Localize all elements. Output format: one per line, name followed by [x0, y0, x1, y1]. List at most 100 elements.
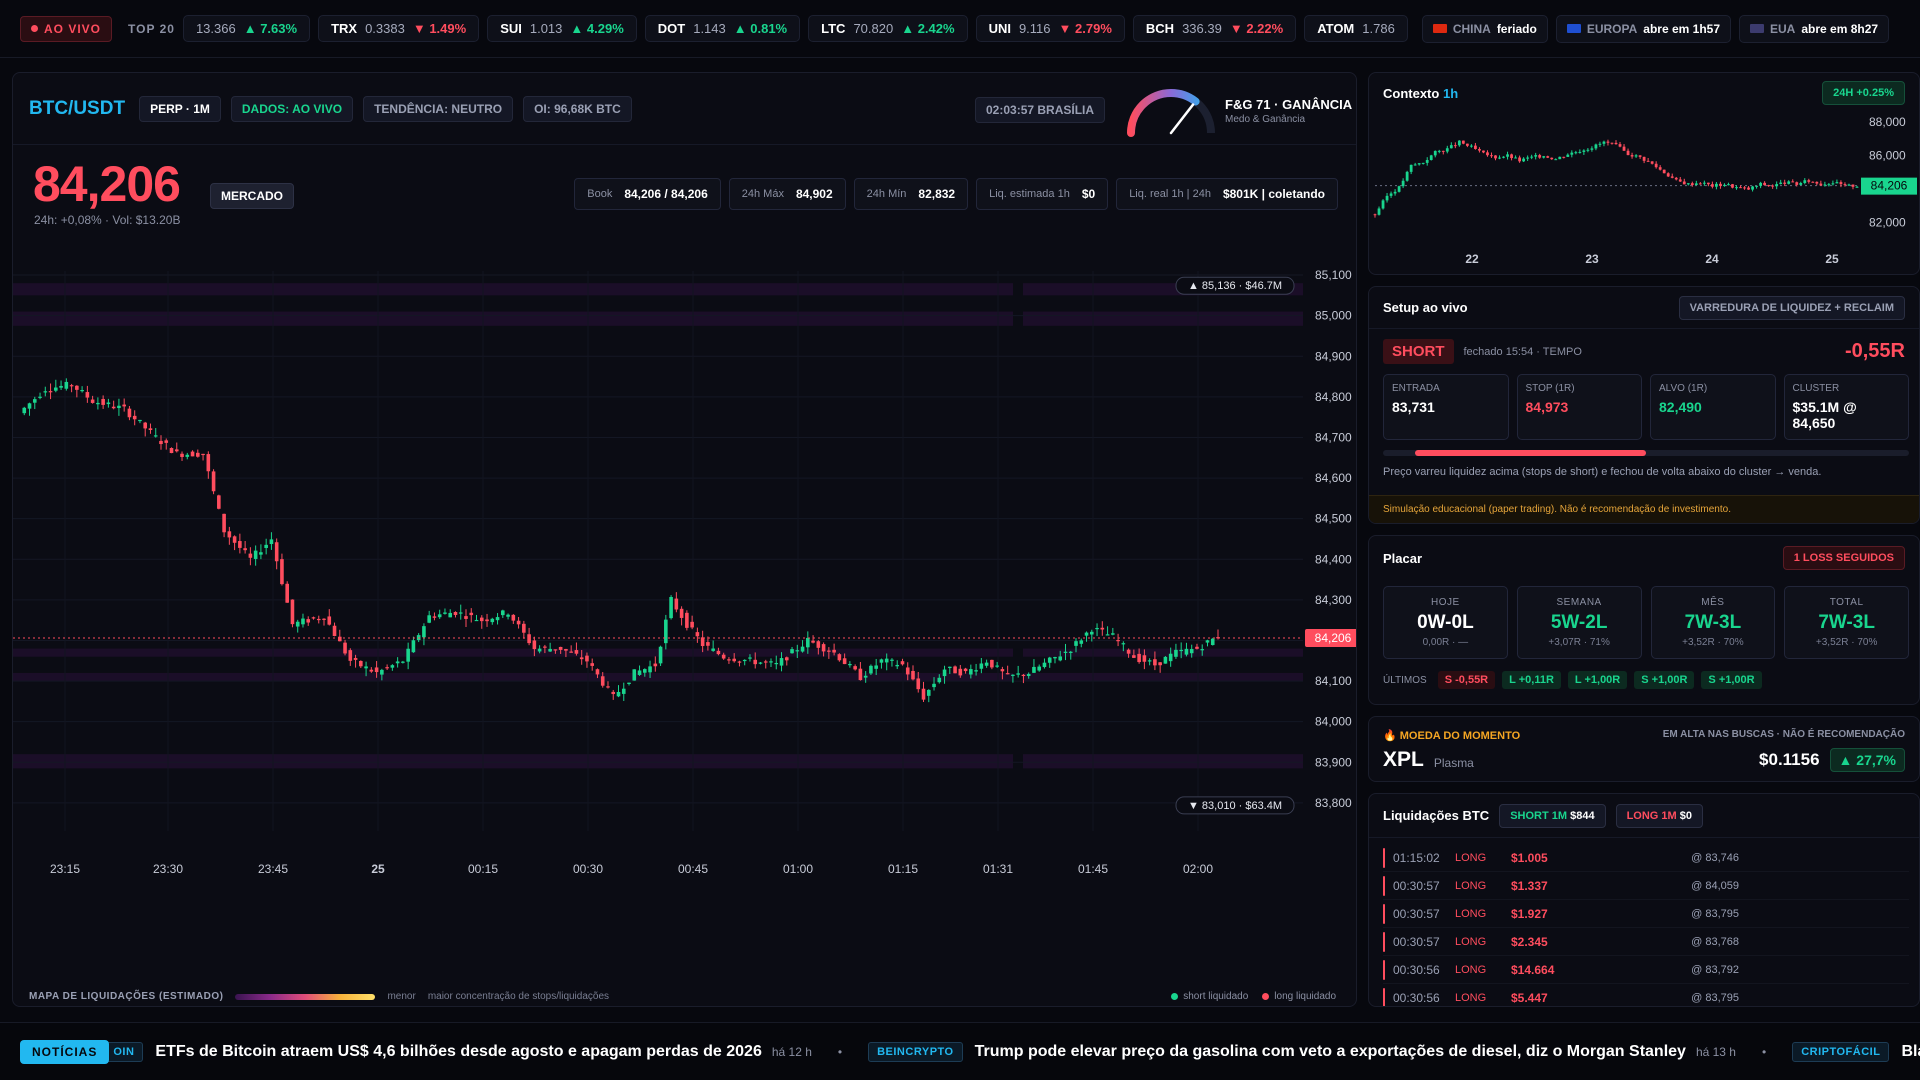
candle-body	[642, 669, 647, 673]
setup-level-label: ALVO (1R)	[1659, 383, 1708, 394]
candle-body	[1200, 649, 1205, 651]
candle-body	[742, 659, 747, 662]
news-source-badge[interactable]: OIN	[105, 1041, 144, 1062]
market-button[interactable]: MERCADO	[210, 183, 294, 209]
liq-row: 00:30:57 LONG $1.927 @ 83,795	[1383, 900, 1909, 928]
candle-body	[159, 440, 163, 445]
candle-body	[711, 648, 715, 651]
candle-body	[942, 669, 947, 677]
score-boxes: HOJE 0W-0L 0,00R · — SEMANA 5W-2L +3,07R · 71…	[1369, 580, 1919, 659]
stat-label: Liq. estimada 1h	[989, 188, 1070, 200]
news-headline[interactable]: BlackRock lid	[1901, 1042, 1920, 1060]
context-candle-body	[1417, 163, 1421, 165]
context-candle-body	[1831, 183, 1835, 185]
fire-icon: 🔥	[1383, 730, 1397, 742]
liq-row: 00:30:56 LONG $14.664 @ 83,792	[1383, 956, 1909, 984]
news-headline[interactable]: Trump pode elevar preço da gasolina com …	[974, 1042, 1686, 1060]
context-candle-body	[1694, 183, 1698, 186]
candle-body	[458, 612, 463, 614]
candle-body	[863, 675, 868, 678]
ticker-price: 336.39	[1182, 21, 1222, 36]
context-candle-body	[1815, 181, 1819, 184]
ticker-item[interactable]: ATOM 1.786	[1304, 15, 1408, 42]
news-source-badge[interactable]: BEINCRYPTO	[868, 1041, 963, 1062]
context-candle-body	[1751, 186, 1754, 190]
context-chart[interactable]: 88,000 86,000 82,000 84,206 22 23 24 25	[1369, 113, 1920, 275]
candle-body	[264, 544, 268, 549]
candle-body	[621, 688, 626, 694]
candle-body	[895, 664, 900, 667]
candle-body	[227, 531, 232, 538]
x-tick-label: 01:45	[1078, 862, 1108, 876]
ticker-item[interactable]: SUI 1.013 ▲ 4.29%	[487, 15, 637, 42]
candle-body	[553, 649, 558, 651]
stat-value: 82,832	[918, 187, 956, 201]
candle-body	[238, 541, 242, 548]
ticker-change: ▲ 0.81%	[734, 21, 787, 36]
candle-body	[206, 454, 211, 472]
context-candle-body	[1847, 184, 1851, 186]
liq-side: LONG	[1455, 991, 1487, 1004]
context-candle-body	[1686, 183, 1690, 185]
candle-body	[295, 621, 300, 627]
candle-body	[637, 670, 642, 675]
candle-chart[interactable]: 85,100 85,000 84,900 84,800 84,700 84,600 84,5…	[13, 241, 1357, 981]
liq-heat-band	[13, 648, 1013, 657]
context-candle-body	[1449, 145, 1453, 149]
candle-body	[779, 658, 784, 666]
loss-streak-pill: 1 LOSS SEGUIDOS	[1782, 546, 1905, 570]
top20-label[interactable]: TOP 20	[128, 21, 175, 36]
candle-body	[879, 659, 884, 663]
candle-body	[401, 661, 405, 663]
liq-map-gradient	[235, 993, 376, 1000]
candle-body	[616, 691, 621, 697]
ticker-change-value: 7.63%	[260, 21, 298, 36]
candle-body	[43, 391, 48, 393]
ticker-item[interactable]: UNI 9.116 ▼ 2.79%	[975, 15, 1125, 42]
candle-body	[1195, 646, 1199, 649]
main-chart-panel: BTC/USDT PERP · 1M DADOS: AO VIVO TENDÊN…	[12, 72, 1357, 1007]
candle-body	[837, 654, 842, 661]
liq-side: LONG	[1455, 963, 1487, 976]
timeframe-chip[interactable]: PERP · 1M	[139, 95, 221, 122]
candle-body	[411, 640, 416, 653]
setup-level-box: STOP (1R) 84,973	[1516, 374, 1642, 440]
ticker-change: ▼ 1.49%	[413, 21, 466, 36]
stats-bar: Book 84,206 / 84,206 24h Máx 84,902 24h Mín 8…	[574, 178, 1338, 210]
candle-body	[958, 668, 963, 676]
context-candle-body	[1731, 184, 1734, 188]
context-candle-body	[1586, 149, 1590, 151]
ticker-item[interactable]: DOT 1.143 ▲ 0.81%	[644, 15, 801, 42]
candle-body	[748, 657, 752, 659]
news-headline[interactable]: ETFs de Bitcoin atraem US$ 4,6 bilhões d…	[155, 1042, 762, 1060]
ticker-item[interactable]: LTC 70.820 ▲ 2.42%	[808, 15, 968, 42]
context-candle-body	[1743, 187, 1746, 189]
context-candle-body	[1413, 164, 1417, 166]
score-box-sub: +3,07R · 71%	[1548, 637, 1610, 648]
news-source-badge[interactable]: CRIPTOFÁCIL	[1792, 1041, 1890, 1062]
candle-body	[274, 542, 279, 562]
coin-symbol[interactable]: XPL	[1383, 748, 1424, 771]
liq-heat-band	[1023, 648, 1303, 657]
liq-value: $1.337	[1511, 878, 1548, 893]
pair-title[interactable]: BTC/USDT	[29, 97, 126, 119]
context-candle-body	[1554, 159, 1558, 161]
context-candle-body	[1827, 184, 1831, 186]
ticker-item[interactable]: BCH 336.39 ▼ 2.22%	[1132, 15, 1297, 42]
context-candle-body	[1498, 157, 1501, 159]
arrow-up-icon: ▲	[243, 21, 261, 36]
candle-body	[490, 618, 495, 623]
context-candle-body	[1558, 156, 1562, 160]
candle-body	[1005, 673, 1010, 675]
ticker-item[interactable]: 13.366 ▲ 7.63%	[182, 15, 311, 42]
candle-body	[138, 419, 142, 422]
y-tick-label: 84,100	[1315, 674, 1352, 688]
live-label: AO VIVO	[44, 21, 102, 36]
ticker-item[interactable]: TRX 0.3383 ▼ 1.49%	[318, 15, 480, 42]
trend-chip: TENDÊNCIA: NEUTRO	[363, 95, 514, 122]
news-separator: •	[837, 1044, 843, 1059]
candle-body	[800, 646, 805, 652]
candle-body	[811, 640, 815, 643]
context-candle-body	[1851, 184, 1855, 187]
candle-body	[974, 670, 978, 672]
